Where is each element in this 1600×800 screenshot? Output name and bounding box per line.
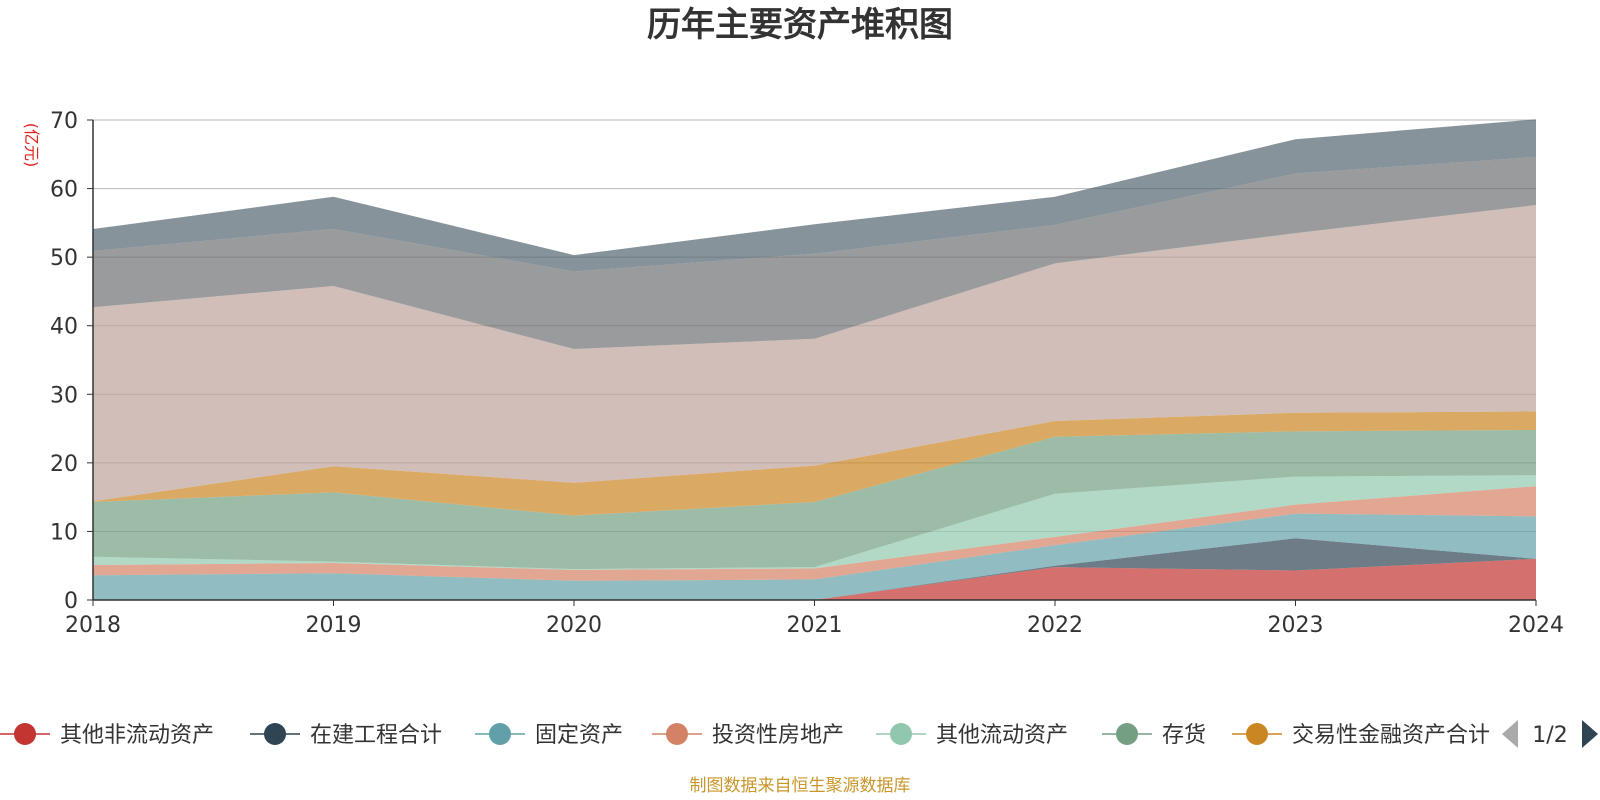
y-tick-label: 60: [50, 178, 78, 203]
x-tick-label: 2021: [787, 613, 843, 638]
area-series-2: [93, 513, 1536, 600]
legend-prev-page-icon[interactable]: [1502, 720, 1518, 748]
legend-label: 其他非流动资产: [60, 723, 214, 748]
legend-circle-symbol: [14, 723, 36, 745]
y-tick-label: 40: [50, 315, 78, 340]
legend-label: 其他流动资产: [936, 723, 1068, 748]
legend-page-indicator: 1/2: [1532, 723, 1567, 748]
area-series-6: [93, 411, 1536, 516]
area-series-4: [93, 475, 1536, 570]
x-tick-label: 2019: [306, 613, 362, 638]
x-tick-label: 2024: [1508, 613, 1564, 638]
x-tick-label: 2020: [546, 613, 602, 638]
legend-circle-symbol: [890, 723, 912, 745]
axes: 0 10 20 30 40 50 60 70 2018 2019 2020 2021 2022 2023 2…: [50, 109, 1564, 638]
legend-item-6[interactable]: 交易性金融资产合计: [1232, 723, 1490, 748]
y-tick-label: 50: [50, 246, 78, 271]
area-series-5: [93, 429, 1536, 570]
y-tick-label: 30: [50, 383, 78, 408]
legend-item-0[interactable]: 其他非流动资产: [0, 723, 214, 748]
legend-item-1[interactable]: 在建工程合计: [250, 723, 442, 748]
legend-label: 交易性金融资产合计: [1292, 723, 1490, 748]
legend-label: 投资性房地产: [712, 723, 844, 748]
area-series-group: [93, 119, 1536, 600]
area-series-9: [93, 119, 1536, 272]
legend: 其他非流动资产 在建工程合计 固定资产 投资性房地产 其他流动资产 存货 交易性金融资产合计…: [0, 720, 1598, 748]
y-tick-label: 10: [50, 520, 78, 545]
legend-label: 固定资产: [535, 723, 623, 748]
legend-circle-symbol: [666, 723, 688, 745]
legend-next-page-icon[interactable]: [1582, 720, 1598, 748]
legend-circle-symbol: [264, 723, 286, 745]
legend-item-4[interactable]: 其他流动资产: [876, 723, 1068, 748]
area-series-7: [93, 205, 1536, 502]
x-tick-label: 2023: [1268, 613, 1324, 638]
legend-circle-symbol: [1116, 723, 1138, 745]
legend-label: 在建工程合计: [310, 723, 442, 748]
legend-item-3[interactable]: 投资性房地产: [652, 723, 844, 748]
area-series-3: [93, 486, 1536, 581]
area-series-1: [93, 538, 1536, 600]
legend-circle-symbol: [1246, 723, 1268, 745]
y-axis-unit-label: (亿元): [22, 123, 41, 168]
data-source-note: 制图数据来自恒生聚源数据库: [690, 776, 911, 796]
chart-title: 历年主要资产堆积图: [647, 5, 953, 45]
legend-label: 存货: [1162, 723, 1206, 748]
legend-circle-symbol: [489, 723, 511, 745]
legend-item-5[interactable]: 存货: [1102, 723, 1206, 748]
x-tick-label: 2022: [1027, 613, 1083, 638]
area-series-0: [93, 558, 1536, 600]
y-tick-label: 20: [50, 452, 78, 477]
area-series-8: [93, 157, 1536, 350]
legend-item-2[interactable]: 固定资产: [475, 723, 623, 748]
x-tick-label: 2018: [65, 613, 121, 638]
y-tick-label: 70: [50, 109, 78, 134]
y-tick-label: 0: [64, 589, 78, 614]
